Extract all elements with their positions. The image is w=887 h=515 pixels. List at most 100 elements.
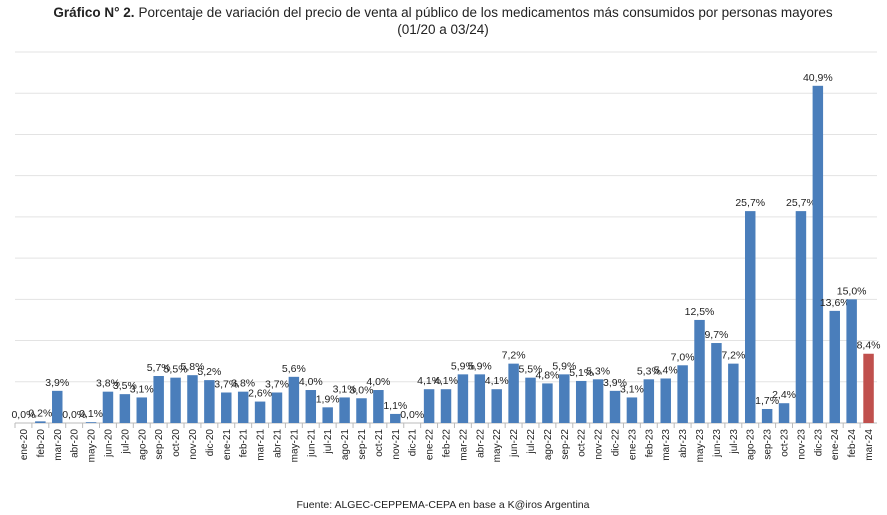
x-tick-label: dic-21 (408, 429, 419, 457)
bar (153, 376, 164, 423)
value-label: 3,1% (333, 383, 357, 395)
bar (356, 398, 367, 423)
bar (474, 374, 486, 423)
x-tick-label: sep-20 (154, 429, 165, 460)
bar (221, 392, 232, 423)
x-tick-label: ago-21 (340, 429, 351, 461)
x-tick-label: mar-23 (661, 429, 672, 461)
x-tick-label: jul-22 (526, 429, 537, 455)
x-tick-label: may-21 (289, 429, 300, 463)
value-label: 4,1% (417, 375, 441, 387)
x-tick-label: oct-21 (374, 429, 385, 457)
bar (508, 363, 519, 423)
x-tick-label: ene-20 (19, 429, 30, 461)
value-label: 1,9% (316, 393, 340, 405)
x-tick-label: ene-21 (222, 429, 233, 461)
bar (542, 383, 553, 423)
bar (660, 378, 671, 423)
value-label: 0,1% (79, 408, 103, 420)
bar (559, 374, 570, 423)
bar (85, 422, 97, 423)
value-label: 25,7% (735, 197, 765, 209)
bar (187, 375, 198, 423)
x-tick-label: feb-21 (239, 429, 250, 458)
x-tick-label: abr-20 (70, 429, 81, 458)
x-tick-label: ene-24 (830, 429, 841, 461)
x-tick-label: feb-20 (36, 429, 47, 458)
x-tick-label: jul-21 (323, 429, 334, 455)
value-label: 5,6% (282, 363, 306, 375)
value-label: 3,9% (45, 377, 69, 389)
value-label: 3,8% (231, 378, 255, 390)
x-tick-label: ene-22 (425, 429, 436, 461)
value-label: 3,8% (96, 378, 120, 390)
x-tick-label: nov-20 (188, 429, 199, 460)
bar (305, 390, 317, 423)
value-label: 3,1% (130, 383, 154, 395)
value-label: 4,1% (485, 375, 509, 387)
value-label: 12,5% (685, 306, 715, 318)
value-label: 5,3% (586, 365, 610, 377)
bar (761, 408, 773, 423)
chart-title-line: Gráfico N° 2. Porcentaje de variación del… (53, 5, 833, 20)
value-label: 4,0% (366, 376, 390, 388)
x-tick-label: sep-22 (560, 429, 571, 460)
value-label: 5,8% (181, 361, 205, 373)
value-label: 3,0% (350, 384, 374, 396)
value-label: 40,9% (803, 72, 833, 84)
value-label: 3,7% (214, 378, 238, 390)
bar (609, 390, 621, 423)
bar (575, 380, 587, 423)
value-label: 3,9% (603, 377, 627, 389)
bar (170, 377, 181, 423)
x-tick-label: jun-23 (712, 429, 723, 458)
value-label: 0,0% (400, 409, 424, 421)
bar (525, 377, 536, 423)
value-label: 0,2% (28, 407, 52, 419)
x-tick-label: feb-22 (442, 429, 453, 458)
x-tick-label: mar-21 (256, 429, 267, 461)
x-tick-label: dic-22 (611, 429, 622, 457)
value-label: 7,2% (721, 350, 745, 362)
value-label: 5,9% (468, 360, 492, 372)
value-label: 7,2% (502, 350, 526, 362)
bar (643, 379, 655, 423)
value-label: 2,6% (248, 388, 272, 400)
bar (373, 390, 384, 423)
bar (204, 380, 215, 423)
bar (423, 389, 435, 423)
bar (677, 365, 688, 423)
bar (102, 391, 114, 423)
value-label: 7,0% (671, 351, 695, 363)
x-tick-label: ago-23 (746, 429, 757, 461)
source: Fuente: ALGEC-CEPPEMA-CEPA en base a K@i… (297, 499, 590, 511)
x-tick-label: mar-22 (458, 429, 469, 461)
value-label: 5,4% (654, 364, 678, 376)
x-tick-label: nov-22 (594, 429, 605, 460)
bar (812, 85, 824, 424)
bar (440, 389, 452, 423)
value-label: 4,8% (535, 369, 559, 381)
bar (271, 392, 283, 423)
bar (136, 397, 148, 423)
x-tick-label: ene-23 (627, 429, 638, 461)
bar (119, 394, 131, 423)
value-label: 5,1% (569, 367, 593, 379)
bar (728, 363, 739, 423)
bar (390, 413, 401, 423)
value-label: 5,7% (147, 362, 171, 374)
chart-subtitle: (01/20 a 03/24) (397, 22, 489, 37)
value-label: 0,0% (11, 409, 35, 421)
value-label: 5,5% (519, 364, 543, 376)
value-label: 4,1% (434, 375, 458, 387)
x-tick-label: may-23 (695, 429, 706, 463)
value-label: 2,4% (772, 389, 796, 401)
x-tick-label: may-22 (492, 429, 503, 463)
x-tick-label: nov-21 (391, 429, 402, 460)
value-label: 5,3% (637, 365, 661, 377)
x-tick-label: ago-22 (543, 429, 554, 461)
chart-title: Porcentaje de variación del precio de ve… (139, 5, 833, 20)
x-tick-label: jun-22 (509, 429, 520, 458)
bar (846, 299, 857, 423)
